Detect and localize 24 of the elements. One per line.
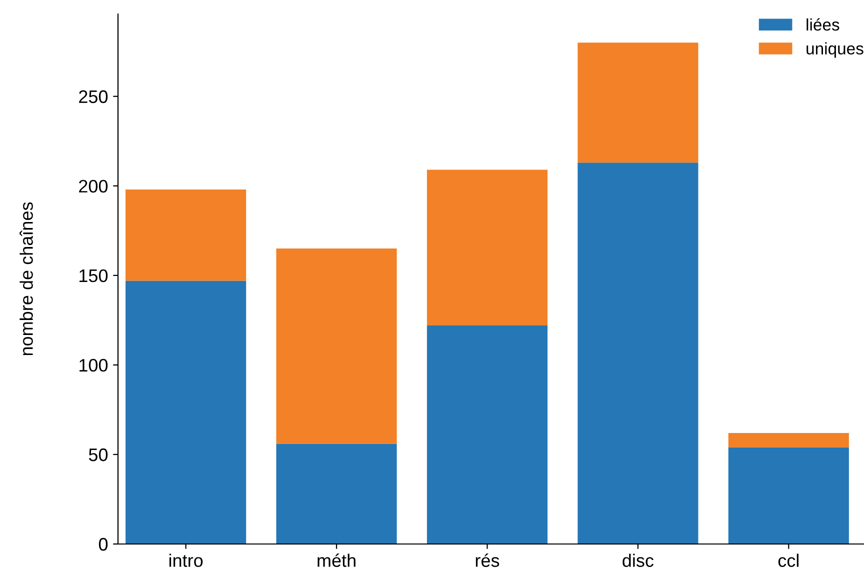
bar xyxy=(276,444,397,544)
x-tick-label: méth xyxy=(318,554,356,567)
bar xyxy=(728,432,849,448)
y-tick-label: 200 xyxy=(79,180,108,193)
bar xyxy=(426,326,548,544)
x-tick-label: ccl xyxy=(778,554,798,567)
x-tick-label: disc xyxy=(622,554,654,567)
x-tick-label: intro xyxy=(169,554,203,567)
y-tick-label: 100 xyxy=(80,358,108,372)
bar xyxy=(276,248,397,444)
bar xyxy=(728,447,849,544)
bar xyxy=(578,162,698,544)
y-tick-label: 150 xyxy=(80,269,108,282)
legend-label: uniques xyxy=(806,42,864,58)
bar xyxy=(426,170,548,326)
y-axis-title: nombre de chaînes xyxy=(20,202,33,356)
bar xyxy=(126,280,246,544)
bar xyxy=(578,42,698,163)
bar xyxy=(126,189,246,281)
x-tick-label: rés xyxy=(476,554,500,567)
y-tick-label: 250 xyxy=(79,90,108,104)
y-tick-label: 50 xyxy=(88,448,108,462)
legend-label: liées xyxy=(806,18,840,31)
y-tick-label: 0 xyxy=(98,538,108,551)
